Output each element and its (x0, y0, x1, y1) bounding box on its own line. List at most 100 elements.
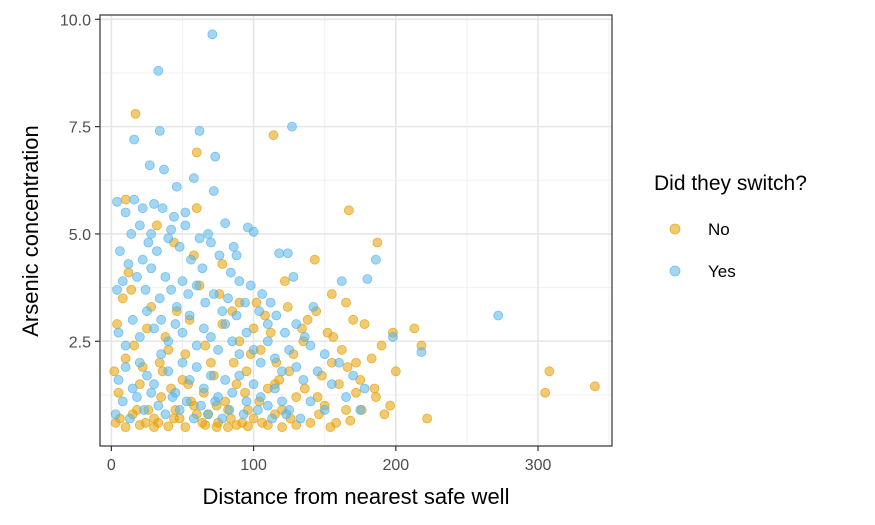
point-no (129, 340, 140, 351)
point-yes (255, 392, 266, 402)
point-yes (149, 379, 159, 390)
point-no (366, 353, 377, 364)
point-yes (298, 374, 309, 385)
point-yes (281, 409, 292, 420)
legend-title: Did they switch? (654, 172, 807, 195)
point-no (336, 344, 347, 355)
point-no (540, 387, 551, 398)
point-no (351, 387, 361, 398)
x-axis-title: Distance from nearest safe well (203, 484, 510, 509)
point-no (109, 366, 120, 377)
point-yes (227, 336, 238, 347)
point-yes (143, 237, 154, 248)
point-yes (194, 126, 205, 136)
x-tick-label: 100 (240, 457, 267, 474)
point-yes (188, 413, 199, 424)
point-yes (129, 134, 140, 145)
point-yes (149, 323, 159, 334)
point-yes (153, 65, 164, 76)
point-yes (188, 173, 199, 184)
point-no (126, 284, 137, 295)
point-yes (240, 297, 250, 308)
point-no (134, 420, 145, 430)
point-yes (388, 332, 398, 342)
point-yes (197, 263, 208, 274)
point-yes (214, 250, 225, 261)
legend-key-yes (669, 265, 681, 277)
point-yes (371, 254, 381, 265)
point-yes (154, 293, 165, 304)
point-no (282, 302, 293, 312)
legend-label-no: No (708, 220, 730, 239)
point-yes (115, 246, 125, 257)
point-yes (177, 327, 188, 338)
point-no (351, 357, 361, 368)
point-yes (241, 327, 252, 338)
point-no (180, 422, 191, 433)
point-no (134, 379, 145, 390)
point-yes (123, 259, 134, 269)
point-no (217, 259, 228, 269)
point-yes (203, 229, 213, 239)
point-no (302, 314, 313, 325)
point-yes (174, 241, 185, 252)
point-yes (129, 194, 140, 205)
point-yes (291, 319, 302, 329)
point-yes (213, 344, 223, 355)
point-yes (234, 349, 245, 360)
point-yes (124, 413, 135, 424)
point-no (206, 357, 216, 368)
point-no (191, 147, 202, 158)
point-yes (163, 336, 174, 347)
point-yes (206, 237, 216, 248)
point-yes (262, 319, 273, 329)
point-yes (308, 302, 319, 312)
point-yes (196, 400, 206, 411)
point-yes (154, 126, 165, 136)
point-yes (319, 349, 330, 360)
point-no (291, 392, 302, 402)
point-yes (252, 405, 263, 415)
point-yes (207, 29, 218, 40)
x-tick-label: 300 (525, 457, 552, 474)
point-no (243, 421, 253, 432)
point-no (279, 276, 290, 287)
point-yes (262, 400, 273, 411)
point-yes (127, 314, 138, 325)
point-yes (194, 233, 205, 244)
point-no (544, 366, 555, 377)
point-yes (134, 220, 145, 231)
point-yes (348, 370, 359, 381)
point-yes (117, 276, 128, 287)
point-no (248, 413, 259, 424)
point-yes (184, 310, 195, 321)
point-yes (295, 413, 306, 424)
point-yes (225, 267, 236, 278)
point-no (130, 108, 141, 119)
point-yes (319, 405, 330, 415)
point-yes (120, 340, 131, 351)
point-yes (156, 349, 167, 360)
point-no (211, 422, 222, 433)
point-yes (255, 357, 266, 368)
point-no (371, 392, 381, 402)
point-no (241, 366, 252, 377)
plot-panel-border (99, 14, 613, 447)
axis-ticks (95, 18, 539, 451)
point-no (223, 422, 233, 433)
point-yes (362, 274, 373, 284)
point-yes (217, 413, 228, 424)
point-yes (271, 310, 282, 321)
point-yes (171, 181, 182, 192)
point-yes (198, 323, 209, 334)
point-no (409, 323, 420, 334)
point-yes (113, 374, 124, 385)
point-yes (254, 306, 265, 317)
point-yes (127, 383, 138, 394)
point-yes (248, 226, 259, 237)
point-no (341, 297, 351, 308)
point-no (163, 421, 174, 432)
point-no (113, 387, 124, 398)
point-yes (180, 220, 191, 231)
point-yes (151, 246, 162, 257)
